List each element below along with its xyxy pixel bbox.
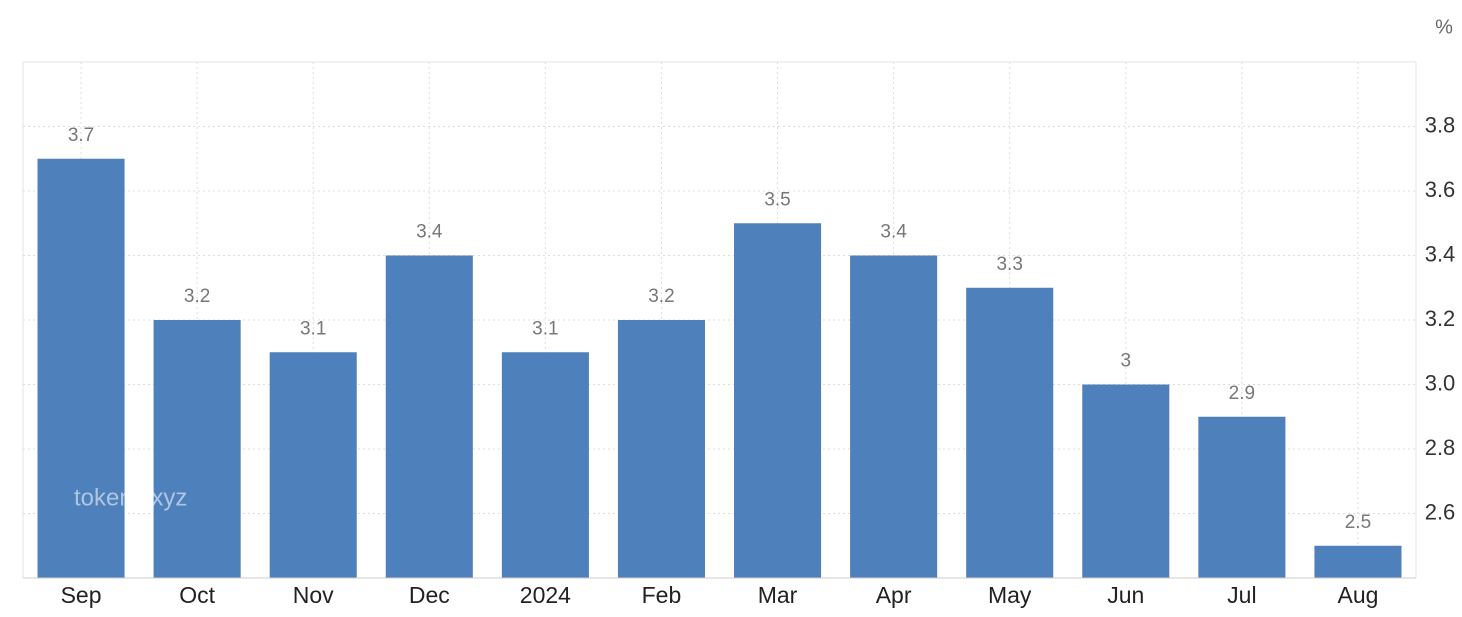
x-tick-label: Oct (179, 582, 215, 608)
x-tick-label: May (988, 582, 1032, 608)
value-label: 2.9 (1229, 383, 1255, 404)
bar (966, 287, 1054, 578)
x-tick-label: Nov (293, 582, 334, 608)
value-label: 3.2 (184, 286, 210, 307)
value-label: 3.5 (764, 189, 790, 210)
bar (734, 223, 822, 578)
y-tick-label: 3.6 (1425, 177, 1456, 202)
value-label: 3.3 (996, 254, 1022, 275)
y-tick-label: 3.8 (1425, 112, 1456, 137)
y-tick-label: 3.2 (1425, 306, 1456, 331)
bar (501, 352, 589, 578)
bar (385, 255, 473, 578)
y-tick-label: 3.4 (1425, 241, 1456, 266)
y-tick-label: 2.8 (1425, 435, 1456, 460)
x-tick-label: Feb (642, 582, 682, 608)
x-tick-label: Sep (61, 582, 102, 608)
bar (1082, 384, 1170, 578)
x-tick-label: Aug (1337, 582, 1378, 608)
value-label: 3.4 (416, 222, 443, 243)
y-tick-label: 2.6 (1425, 499, 1456, 524)
bar (1314, 545, 1402, 578)
unit-label: % (1435, 16, 1453, 38)
bar (850, 255, 938, 578)
value-label: 3.1 (532, 318, 558, 339)
x-tick-label: Apr (876, 582, 912, 608)
watermark: tokenx.xyz (74, 484, 187, 511)
value-label: 3 (1121, 351, 1132, 372)
x-tick-label: Jul (1227, 582, 1256, 608)
value-label: 3.2 (648, 286, 674, 307)
value-label: 3.1 (300, 318, 326, 339)
x-tick-label: Dec (409, 582, 450, 608)
value-label: 3.7 (68, 125, 94, 146)
bar (153, 320, 241, 578)
x-tick-label: 2024 (520, 582, 571, 608)
value-label: 2.5 (1345, 512, 1371, 533)
bar (1198, 416, 1286, 578)
bar (617, 320, 705, 578)
x-tick-label: Mar (758, 582, 798, 608)
bar (37, 158, 125, 578)
value-label: 3.4 (880, 222, 907, 243)
bar (269, 352, 357, 578)
y-tick-label: 3.0 (1425, 370, 1456, 395)
x-tick-label: Jun (1107, 582, 1144, 608)
